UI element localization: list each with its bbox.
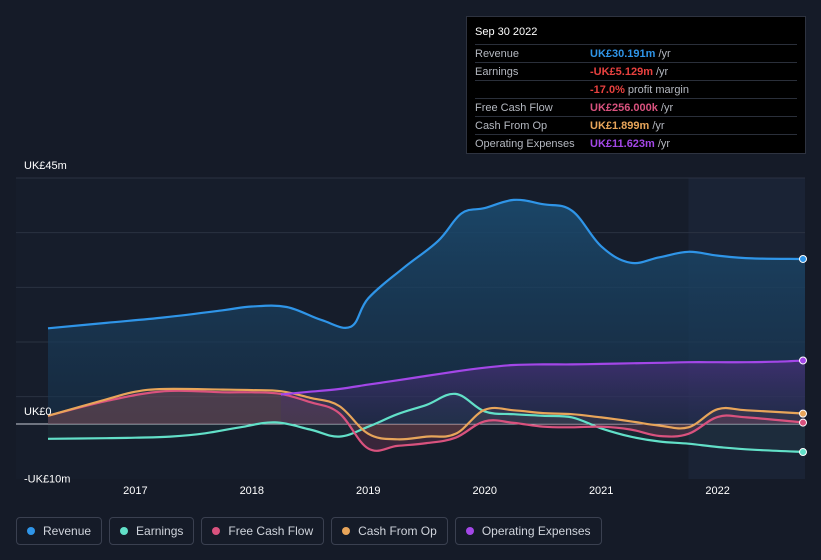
y-axis-label: -UK£10m: [24, 474, 70, 486]
tooltip-row: Free Cash Flow UK£256.000k/yr: [475, 98, 797, 116]
tooltip-date: Sep 30 2022: [475, 26, 538, 38]
legend-dot-icon: [27, 527, 35, 535]
tooltip-row-label: Cash From Op: [475, 119, 548, 132]
tooltip-row: -17.0% profit margin: [475, 80, 797, 98]
revenue-line: [47, 198, 806, 330]
legend-item-earnings[interactable]: Earnings: [109, 517, 195, 545]
tooltip-row-value: UK£11.623m: [590, 137, 655, 150]
x-axis-label: 2021: [589, 485, 613, 497]
x-axis-label: 2017: [123, 485, 147, 497]
free-cash-flow-end-point: [799, 418, 807, 427]
tooltip-row: Cash From Op UK£1.899m/yr: [475, 116, 797, 134]
free-cash-flow-line: [47, 389, 806, 452]
legend-label: Revenue: [43, 524, 92, 538]
tooltip-row-value: UK£30.191m: [590, 47, 656, 60]
cash-from-op-end-point: [799, 409, 807, 418]
legend-item-cash-from-op[interactable]: Cash From Op: [331, 517, 448, 545]
legend: Revenue Earnings Free Cash Flow Cash From O…: [16, 517, 609, 545]
tooltip-row-unit: /yr: [655, 65, 669, 78]
tooltip-row-value: -UK£5.129m: [590, 65, 653, 78]
legend-label: Operating Expenses: [481, 524, 591, 538]
tooltip-panel: Sep 30 2022 Revenue UK£30.191m/yr Earnings…: [466, 16, 806, 154]
tooltip-row-value: -17.0%: [590, 83, 625, 96]
free-cash-flow-area: [48, 390, 805, 451]
tooltip-row-unit: profit margin: [627, 83, 689, 96]
legend-dot-icon: [342, 527, 351, 535]
tooltip-row: Revenue UK£30.191m/yr: [475, 44, 797, 62]
legend-dot-icon: [465, 527, 474, 535]
legend-label: Free Cash Flow: [228, 524, 314, 538]
legend-item-operating-expenses[interactable]: Operating Expenses: [454, 517, 602, 545]
operating-expenses-end-point: [799, 356, 807, 365]
cash-from-op-area: [48, 388, 805, 440]
tooltip-row-unit: /yr: [660, 101, 674, 114]
cash-from-op-line: [47, 387, 806, 441]
x-axis-label: 2020: [472, 485, 496, 497]
tooltip-row-unit: /yr: [657, 137, 671, 150]
x-axis-label: 2022: [705, 485, 729, 497]
legend-item-revenue[interactable]: Revenue: [16, 517, 103, 545]
revenue-end-point: [799, 254, 807, 263]
tooltip-row-unit: /yr: [658, 47, 671, 60]
tooltip-row-label: Free Cash Flow: [475, 101, 553, 114]
legend-dot-icon: [212, 527, 221, 535]
legend-label: Cash From Op: [358, 524, 437, 538]
earnings-line: [47, 392, 806, 454]
tooltip-row-value: UK£256.000k: [590, 101, 658, 114]
tooltip-row-label: Revenue: [475, 47, 520, 60]
tooltip-row-value: UK£1.899m: [590, 119, 650, 132]
operating-expenses-line: [280, 359, 806, 396]
legend-item-free-cash-flow[interactable]: Free Cash Flow: [201, 517, 325, 545]
x-axis-label: 2018: [240, 485, 264, 497]
tooltip-row-label: Operating Expenses: [475, 137, 575, 150]
tooltip-row: Operating Expenses UK£11.623m/yr: [475, 134, 797, 152]
y-axis-label: UK£0: [24, 406, 52, 418]
legend-label: Earnings: [136, 524, 184, 538]
earnings-end-point: [799, 448, 807, 457]
tooltip-row-label: Earnings: [475, 65, 519, 78]
operating-expenses-area: [280, 360, 805, 424]
y-axis-label: UK£45m: [24, 160, 67, 172]
tooltip-row: Earnings -UK£5.129m/yr: [475, 62, 797, 80]
legend-dot-icon: [120, 527, 129, 535]
x-axis-label: 2019: [356, 485, 380, 497]
tooltip-row-unit: /yr: [652, 119, 665, 132]
